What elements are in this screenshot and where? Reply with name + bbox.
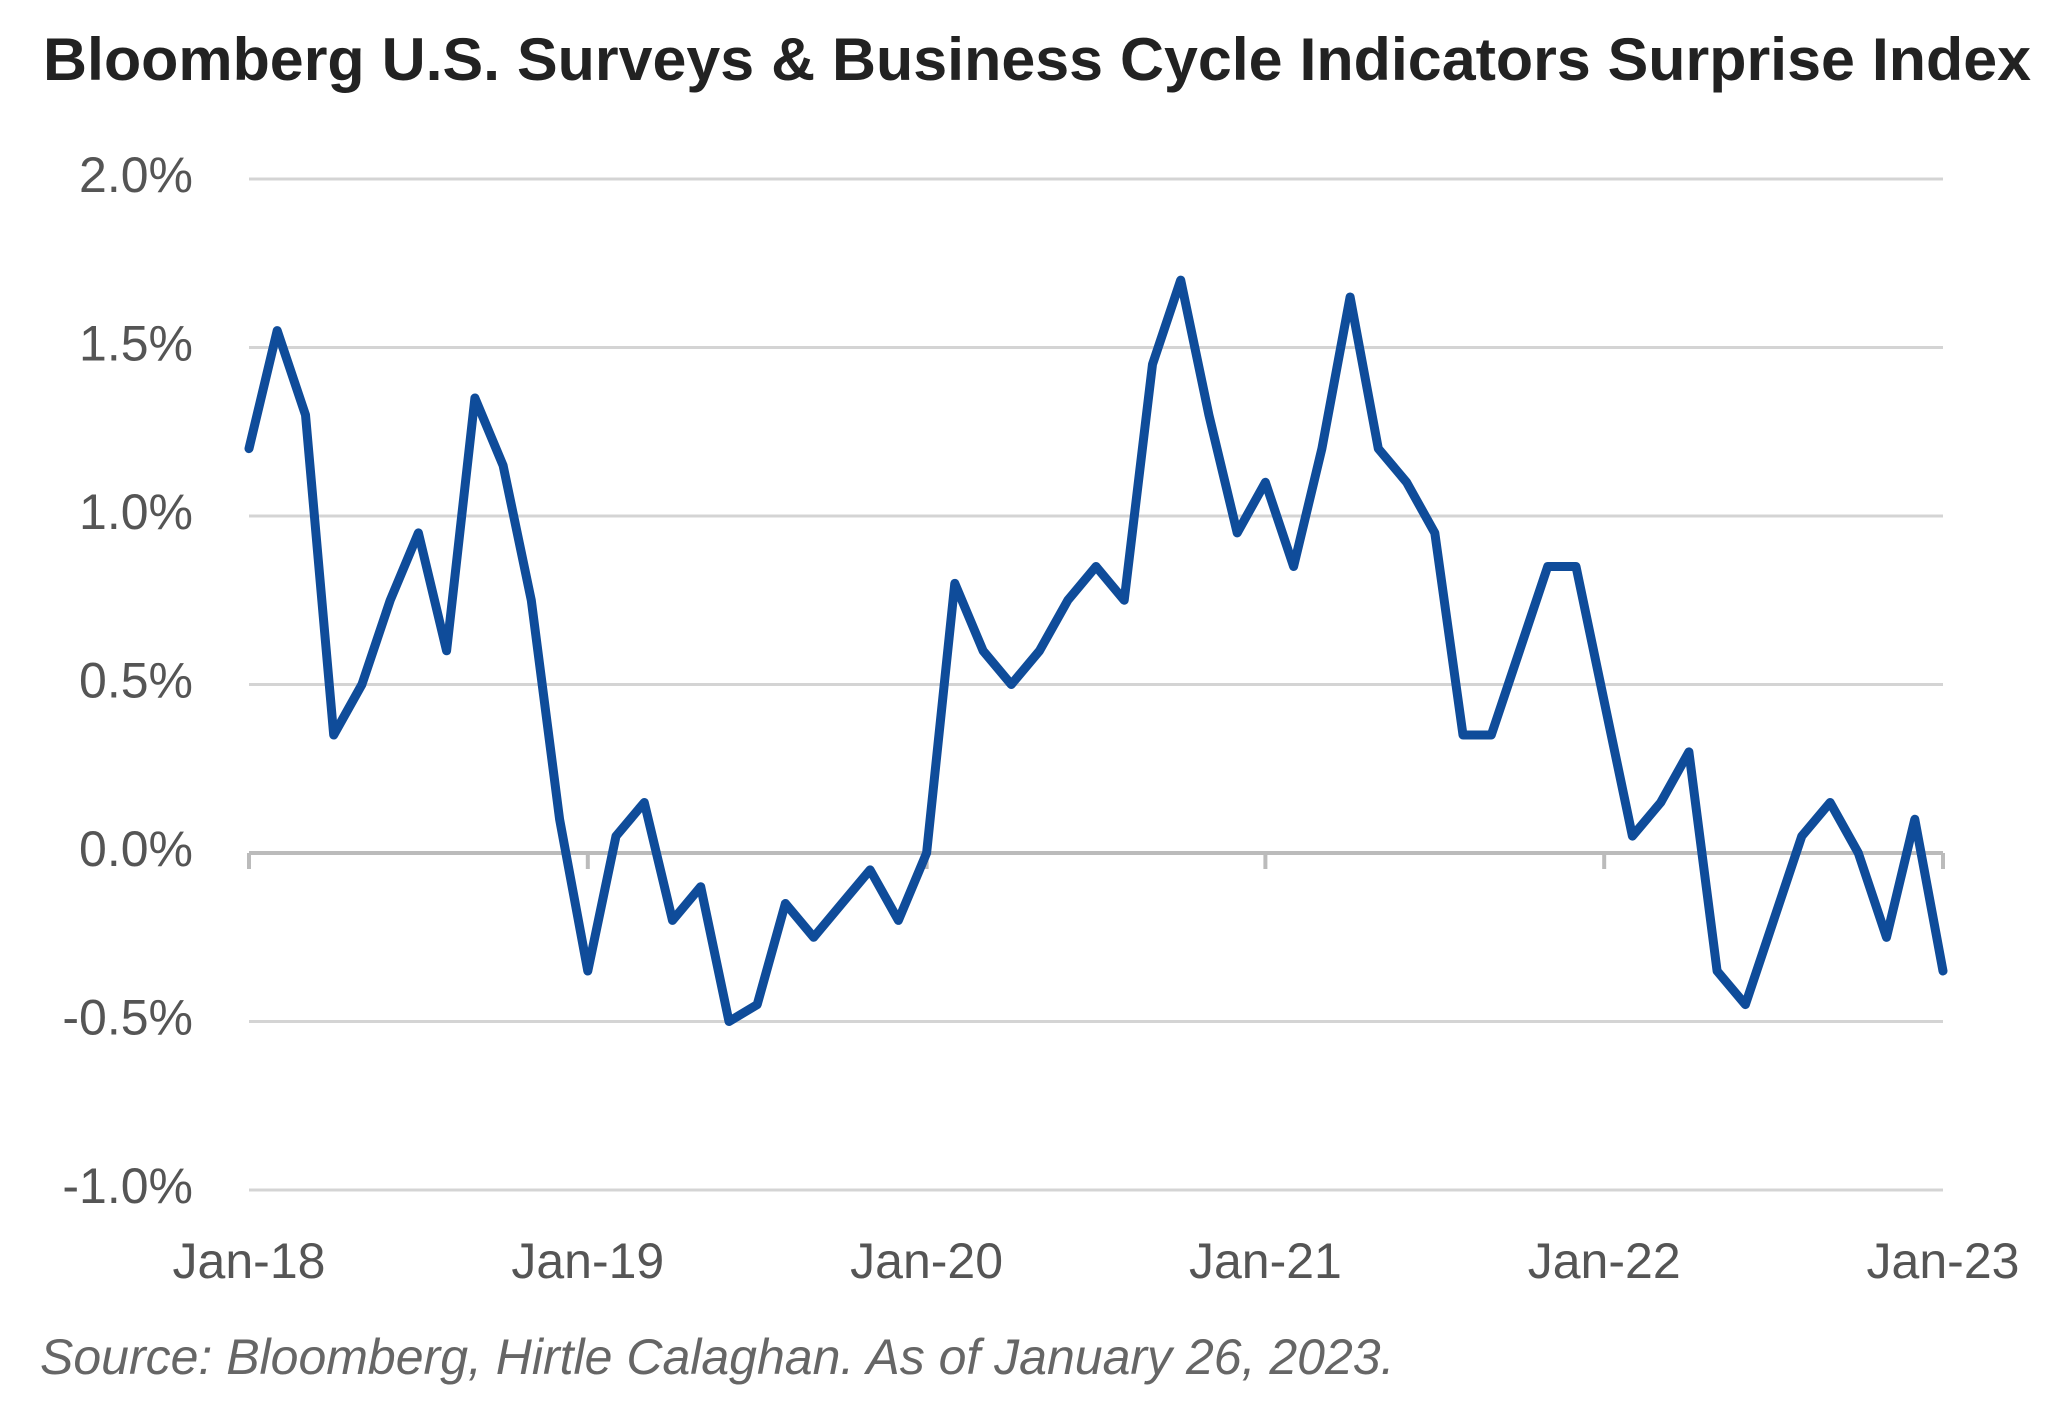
chart-title: Bloomberg U.S. Surveys & Business Cycle … bbox=[43, 26, 2031, 93]
x-tick-label: Jan-21 bbox=[1189, 1233, 1342, 1289]
y-tick-label: 1.5% bbox=[79, 316, 193, 372]
x-tick-label: Jan-22 bbox=[1528, 1233, 1681, 1289]
x-tick-label: Jan-18 bbox=[173, 1233, 326, 1289]
y-tick-label: -1.0% bbox=[62, 1158, 193, 1214]
y-tick-label: 2.0% bbox=[79, 147, 193, 203]
x-tick-label: Jan-23 bbox=[1867, 1233, 2020, 1289]
y-tick-label: 0.5% bbox=[79, 653, 193, 709]
data-line bbox=[244, 275, 1948, 1026]
y-tick-label: 1.0% bbox=[79, 484, 193, 540]
x-tick-label: Jan-20 bbox=[850, 1233, 1003, 1289]
y-tick-label: 0.0% bbox=[79, 821, 193, 877]
source-note: Source: Bloomberg, Hirtle Calaghan. As o… bbox=[40, 1329, 1394, 1385]
x-tick-label: Jan-19 bbox=[511, 1233, 664, 1289]
y-tick-label: -0.5% bbox=[62, 990, 193, 1046]
